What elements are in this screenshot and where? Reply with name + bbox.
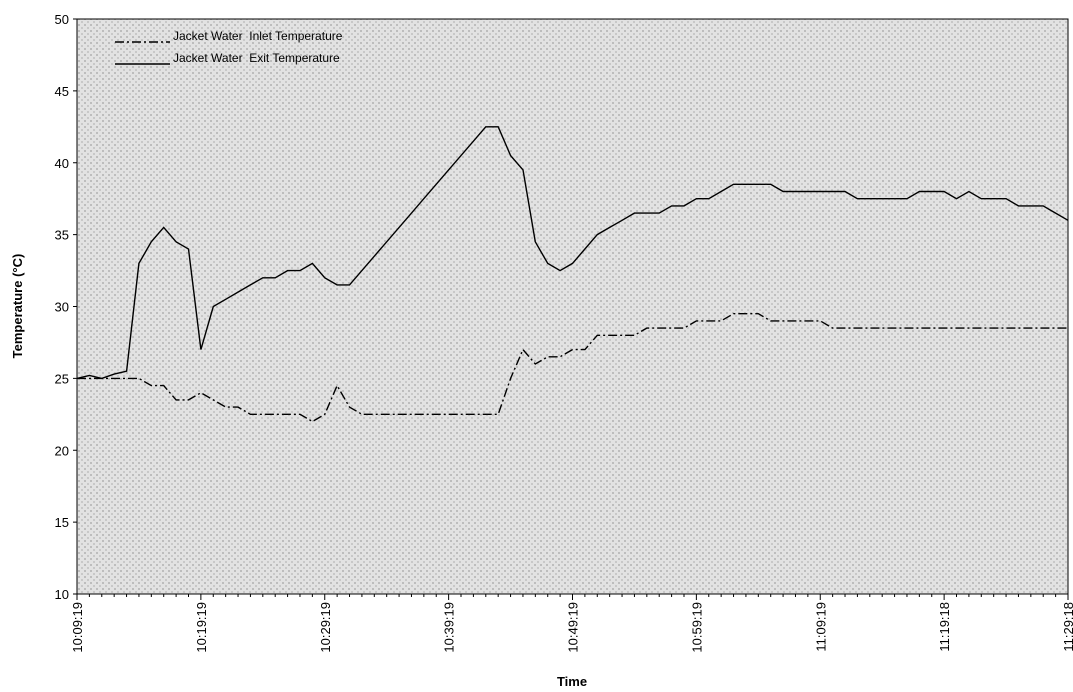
x-tick-label: 10:39:19 <box>442 602 457 653</box>
y-tick-label: 15 <box>55 515 69 530</box>
series-line <box>77 313 1068 423</box>
y-tick-label: 10 <box>55 587 69 602</box>
y-tick-label: 40 <box>55 156 69 171</box>
plot-area <box>76 18 1069 595</box>
legend-label: Jacket Water Exit Temperature <box>173 51 340 65</box>
x-tick-label: 10:19:19 <box>194 602 209 653</box>
y-tick-label: 20 <box>55 443 69 458</box>
x-tick-label: 10:29:19 <box>318 602 333 653</box>
x-axis-title: Time <box>557 674 587 689</box>
y-tick-label: 45 <box>55 84 69 99</box>
x-tick-label: 10:49:19 <box>566 602 581 653</box>
x-tick-label: 11:19:18 <box>937 602 952 652</box>
x-tick-label: 11:09:19 <box>813 602 828 652</box>
y-tick-label: 35 <box>55 228 69 243</box>
y-tick-label: 30 <box>55 300 69 315</box>
y-axis-title: Temperature (°C) <box>10 254 25 359</box>
y-tick-label: 50 <box>55 12 69 27</box>
legend-label: Jacket Water Inlet Temperature <box>173 29 343 43</box>
series-line <box>76 126 1069 380</box>
y-tick-label: 25 <box>55 371 69 386</box>
x-tick-label: 10:59:19 <box>689 602 704 653</box>
x-tick-label: 11:29:18 <box>1061 602 1073 652</box>
x-tick-label: 10:09:19 <box>70 602 85 653</box>
